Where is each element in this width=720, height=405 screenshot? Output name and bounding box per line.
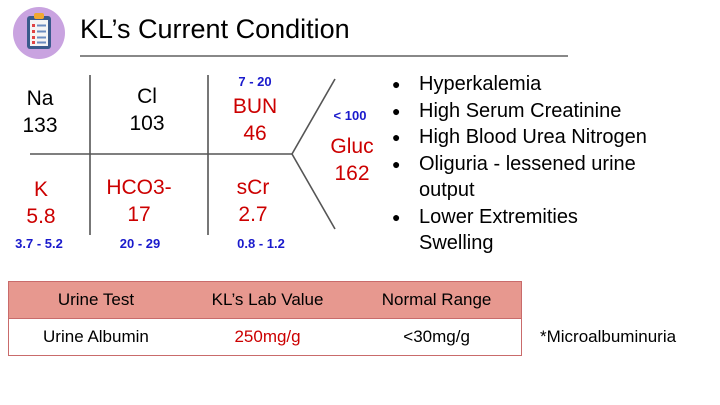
bun-range: 7 - 20 [238, 74, 272, 89]
table-header-row: Urine Test KL’s Lab Value Normal Range [8, 281, 522, 319]
scr-range: 0.8 - 1.2 [237, 236, 285, 251]
gluc-value: 162 [334, 162, 370, 185]
column-header: KL’s Lab Value [182, 281, 353, 319]
gluc-range: < 100 [333, 108, 367, 123]
cl-value: 103 [129, 112, 165, 135]
k-range: 3.7 - 5.2 [15, 236, 63, 251]
lab-fishbone-lines [30, 75, 336, 235]
cl-cell: Cl 103 [102, 83, 192, 137]
scr-value: 2.7 [238, 203, 268, 226]
k-label: K [33, 178, 48, 201]
k-cell: K 5.8 [0, 176, 86, 230]
microalbuminuria-note: *Microalbuminuria [540, 327, 677, 346]
list-item: High Blood Urea Nitrogen [392, 124, 719, 151]
title-divider [80, 55, 568, 57]
list-item: Lower Extremities Swelling [392, 204, 649, 257]
findings-list: Hyperkalemia High Serum Creatinine High … [392, 71, 719, 257]
table-row: Urine Albumin 250mg/g <30mg/g [8, 318, 522, 356]
scr-label: sCr [236, 176, 270, 199]
na-cell: Na 133 [0, 85, 85, 139]
urine-lab-value: 250mg/g [182, 318, 353, 356]
na-value: 133 [22, 114, 58, 137]
urine-test-table: Urine Test KL’s Lab Value Normal Range U… [8, 281, 522, 356]
hco3-label: HCO3- [106, 176, 172, 199]
bun-cell: BUN 46 [210, 93, 300, 147]
clipboard-checklist-icon [13, 7, 65, 59]
hco3-cell: HCO3- 17 [94, 174, 184, 228]
column-header: Normal Range [352, 281, 522, 319]
cl-label: Cl [137, 85, 157, 108]
list-item: Oliguria - lessened urine output [392, 151, 669, 204]
bun-value: 46 [243, 122, 267, 145]
page-title: KL’s Current Condition [80, 14, 350, 44]
hco3-value: 17 [127, 203, 151, 226]
na-label: Na [26, 87, 54, 110]
urine-test-name: Urine Albumin [8, 318, 183, 356]
gluc-label: Gluc [330, 135, 374, 158]
gluc-cell: Gluc 162 [307, 133, 397, 187]
list-item: High Serum Creatinine [392, 98, 719, 125]
k-value: 5.8 [26, 205, 56, 228]
hco3-range: 20 - 29 [119, 236, 161, 251]
list-item: Hyperkalemia [392, 71, 719, 98]
bun-label: BUN [232, 95, 278, 118]
column-header: Urine Test [8, 281, 183, 319]
urine-normal-range: <30mg/g [352, 318, 522, 356]
scr-cell: sCr 2.7 [208, 174, 298, 228]
